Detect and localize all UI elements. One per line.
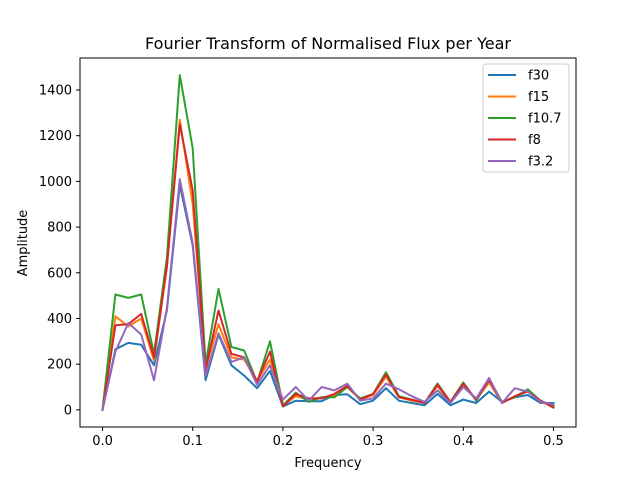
x-tick-label: 0.1 — [182, 434, 203, 449]
x-tick-label: 0.5 — [543, 434, 564, 449]
y-tick-label: 1000 — [39, 175, 72, 190]
y-tick-label: 800 — [47, 221, 72, 236]
x-axis-label: Frequency — [294, 456, 361, 471]
series-line-4 — [101, 178, 555, 412]
y-tick-label: 600 — [47, 266, 72, 281]
legend-label: f8 — [528, 133, 541, 148]
y-axis: 0 200 400 600 800 1000 1200 1400 — [39, 83, 80, 418]
x-tick-label: 0.4 — [453, 434, 474, 449]
legend-label: f30 — [528, 69, 549, 84]
y-tick-label: 200 — [47, 358, 72, 373]
plot-frame — [79, 57, 577, 428]
plot-lines — [101, 74, 555, 412]
x-tick-label: 0.2 — [273, 434, 294, 449]
x-axis: 0.0 0.1 0.2 0.3 0.4 0.5 — [92, 427, 564, 449]
chart-title: Fourier Transform of Normalised Flux per… — [145, 34, 511, 53]
y-tick-label: 1400 — [39, 83, 72, 98]
y-tick-label: 0 — [64, 403, 72, 418]
y-axis-label: Amplitude — [16, 210, 31, 277]
legend-label: f10.7 — [528, 112, 562, 127]
legend-label: f15 — [528, 90, 549, 105]
legend: f30 f15 f10.7 f8 f3.2 — [482, 63, 570, 173]
y-tick-label: 400 — [47, 312, 72, 327]
legend-box — [482, 63, 570, 173]
legend-label: f3.2 — [528, 155, 553, 170]
x-tick-label: 0.0 — [92, 434, 113, 449]
x-tick-label: 0.3 — [363, 434, 384, 449]
y-tick-label: 1200 — [39, 129, 72, 144]
